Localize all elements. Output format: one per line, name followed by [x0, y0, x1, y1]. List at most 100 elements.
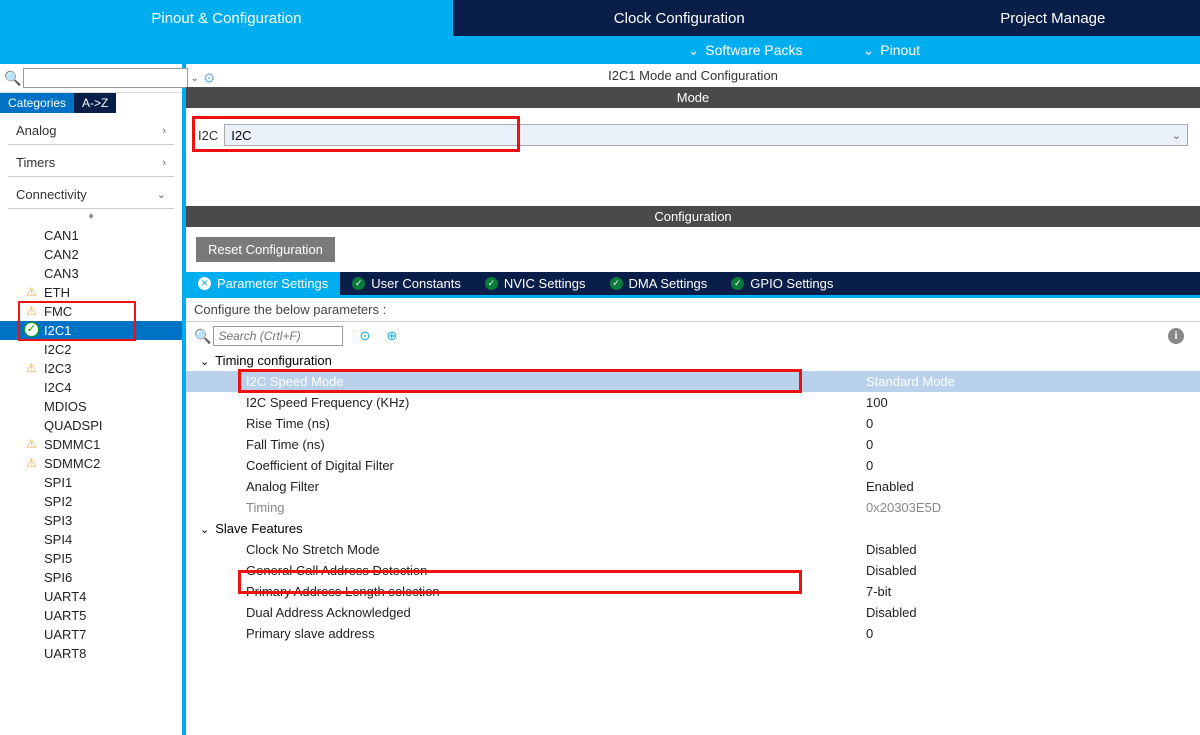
sidebar-item-spi5[interactable]: SPI5 — [0, 549, 182, 568]
sub-tabs: Software Packs Pinout — [0, 36, 1200, 64]
info-icon[interactable]: i — [1168, 328, 1184, 344]
param-value: Disabled — [866, 563, 1200, 578]
expand-icon[interactable]: ⊕ — [386, 328, 397, 344]
param-row-prim-addr-len[interactable]: Primary Address Length selection7-bit — [186, 581, 1200, 602]
sidebar: 🔍 ⌄ ⚙ Categories A->Z Analog› Timers› Co… — [0, 64, 186, 735]
param-name: Analog Filter — [186, 479, 866, 494]
sub-pinout[interactable]: Pinout — [863, 42, 920, 59]
group-timers-label: Timers — [16, 155, 55, 170]
sidebar-item-fmc[interactable]: FMC — [0, 302, 182, 321]
sidebar-item-can1[interactable]: CAN1 — [0, 226, 182, 245]
param-value: 0x20303E5D — [866, 500, 1200, 515]
param-value: 7-bit — [866, 584, 1200, 599]
tab-dma-settings[interactable]: ✓ DMA Settings — [598, 272, 720, 295]
sidebar-item-mdios[interactable]: MDIOS — [0, 397, 182, 416]
group-slave-features[interactable]: Slave Features — [186, 518, 1200, 539]
param-name: Fall Time (ns) — [186, 437, 866, 452]
param-row-rise-time[interactable]: Rise Time (ns)0 — [186, 413, 1200, 434]
mode-select-value: I2C — [231, 128, 251, 143]
param-name: Timing — [186, 500, 866, 515]
sub-software-packs[interactable]: Software Packs — [688, 42, 803, 59]
mode-select[interactable]: I2C ⌄ — [224, 124, 1188, 146]
sidebar-item-i2c2[interactable]: I2C2 — [0, 340, 182, 359]
param-row-speed-freq[interactable]: I2C Speed Frequency (KHz)100 — [186, 392, 1200, 413]
group-analog[interactable]: Analog › — [8, 117, 174, 145]
param-row-dual-addr[interactable]: Dual Address AcknowledgedDisabled — [186, 602, 1200, 623]
sidebar-item-can3[interactable]: CAN3 — [0, 264, 182, 283]
tab-a-to-z[interactable]: A->Z — [74, 93, 116, 113]
param-row-analog-filter[interactable]: Analog FilterEnabled — [186, 476, 1200, 497]
tab-categories[interactable]: Categories — [0, 93, 74, 113]
group-timers[interactable]: Timers› — [8, 149, 174, 177]
tab-user-constants[interactable]: ✓ User Constants — [340, 272, 473, 295]
sidebar-item-sdmmc1[interactable]: SDMMC1 — [0, 435, 182, 454]
sidebar-item-sdmmc2[interactable]: SDMMC2 — [0, 454, 182, 473]
collapse-icon[interactable]: ⊙ — [359, 328, 370, 344]
sidebar-item-quadspi[interactable]: QUADSPI — [0, 416, 182, 435]
config-header: Configuration — [186, 206, 1200, 227]
param-value: Standard Mode — [866, 374, 1200, 389]
chevron-down-icon: ⌄ — [157, 188, 166, 201]
group-timing-config[interactable]: Timing configuration — [186, 350, 1200, 371]
sidebar-item-i2c1[interactable]: I2C1 — [0, 321, 182, 340]
param-value: Disabled — [866, 605, 1200, 620]
param-table: Timing configuration I2C Speed ModeStand… — [186, 350, 1200, 644]
param-row-timing: Timing0x20303E5D — [186, 497, 1200, 518]
param-value: 0 — [866, 416, 1200, 431]
group-analog-label: Analog — [16, 123, 56, 138]
sort-icon[interactable]: ♦ — [0, 209, 182, 224]
tab-pinout-config[interactable]: Pinout & Configuration — [0, 0, 453, 36]
sidebar-item-uart7[interactable]: UART7 — [0, 625, 182, 644]
sidebar-item-can2[interactable]: CAN2 — [0, 245, 182, 264]
tab-project-manager[interactable]: Project Manage — [906, 0, 1200, 36]
sidebar-item-spi4[interactable]: SPI4 — [0, 530, 182, 549]
param-name: I2C Speed Mode — [186, 374, 866, 389]
param-row-coef[interactable]: Coefficient of Digital Filter0 — [186, 455, 1200, 476]
config-hint: Configure the below parameters : — [186, 298, 1200, 322]
sidebar-item-eth[interactable]: ETH — [0, 283, 182, 302]
sidebar-item-i2c4[interactable]: I2C4 — [0, 378, 182, 397]
group-connectivity-label: Connectivity — [16, 187, 87, 202]
param-row-clock-no-stretch[interactable]: Clock No Stretch ModeDisabled — [186, 539, 1200, 560]
sidebar-item-uart5[interactable]: UART5 — [0, 606, 182, 625]
content-pane: I2C1 Mode and Configuration Mode I2C I2C… — [186, 64, 1200, 735]
tab-label: User Constants — [371, 276, 461, 291]
param-row-speed-mode[interactable]: I2C Speed ModeStandard Mode — [186, 371, 1200, 392]
param-row-prim-slave-addr[interactable]: Primary slave address0 — [186, 623, 1200, 644]
chevron-right-icon: › — [162, 125, 166, 137]
sidebar-item-i2c3[interactable]: I2C3 — [0, 359, 182, 378]
param-name: Primary slave address — [186, 626, 866, 641]
param-value: 0 — [866, 458, 1200, 473]
check-icon: ✕ — [198, 277, 211, 290]
search-icon: 🔍 — [194, 328, 211, 345]
mode-label: I2C — [198, 128, 218, 143]
param-value: Enabled — [866, 479, 1200, 494]
tab-clock-config[interactable]: Clock Configuration — [453, 0, 906, 36]
tab-label: NVIC Settings — [504, 276, 586, 291]
sidebar-item-spi3[interactable]: SPI3 — [0, 511, 182, 530]
param-name: Rise Time (ns) — [186, 416, 866, 431]
group-connectivity[interactable]: Connectivity ⌄ — [8, 181, 174, 209]
tab-gpio-settings[interactable]: ✓GPIO Settings — [719, 272, 845, 295]
param-row-general-call[interactable]: General Call Address DetectionDisabled — [186, 560, 1200, 581]
sidebar-item-uart8[interactable]: UART8 — [0, 644, 182, 663]
tab-label: DMA Settings — [629, 276, 708, 291]
sidebar-search-input[interactable] — [23, 68, 188, 88]
param-row-fall-time[interactable]: Fall Time (ns)0 — [186, 434, 1200, 455]
sidebar-item-spi6[interactable]: SPI6 — [0, 568, 182, 587]
param-name: Clock No Stretch Mode — [186, 542, 866, 557]
param-value: 0 — [866, 626, 1200, 641]
tab-nvic-settings[interactable]: ✓NVIC Settings — [473, 272, 598, 295]
sidebar-item-spi1[interactable]: SPI1 — [0, 473, 182, 492]
check-icon: ✓ — [731, 277, 744, 290]
param-name: Coefficient of Digital Filter — [186, 458, 866, 473]
check-icon: ✓ — [352, 277, 365, 290]
check-icon: ✓ — [610, 277, 623, 290]
chevron-down-icon: ⌄ — [1172, 129, 1181, 142]
sidebar-item-uart4[interactable]: UART4 — [0, 587, 182, 606]
param-search-input[interactable] — [213, 326, 343, 346]
param-value: 100 — [866, 395, 1200, 410]
reset-config-button[interactable]: Reset Configuration — [196, 237, 335, 262]
sidebar-item-spi2[interactable]: SPI2 — [0, 492, 182, 511]
tab-parameter-settings[interactable]: ✕Parameter Settings — [186, 272, 340, 295]
